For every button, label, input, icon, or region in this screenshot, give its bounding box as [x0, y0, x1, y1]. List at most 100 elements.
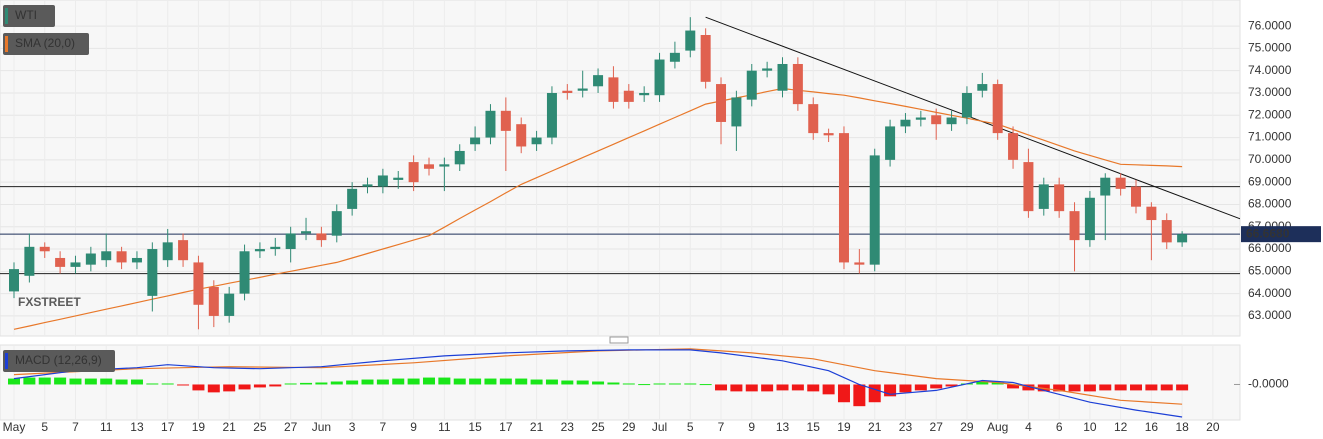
macd-histogram-bar [300, 382, 313, 385]
macd-histogram-bar [1145, 384, 1158, 391]
candle-body [439, 164, 450, 167]
x-tick-label: 13 [776, 420, 790, 434]
macd-y-tick-label: -0.0000 [1248, 377, 1289, 391]
sma-legend-box [3, 33, 89, 55]
x-tick-label: 13 [130, 420, 144, 434]
candle-body [685, 30, 696, 51]
x-tick-label: 20 [1206, 420, 1220, 434]
macd-histogram-bar [346, 380, 359, 385]
macd-histogram-bar [69, 378, 82, 385]
x-tick-label: 5 [687, 420, 694, 434]
candle-body [577, 88, 588, 91]
macd-histogram-bar [422, 377, 435, 385]
watermark: FXSTREET [18, 295, 81, 309]
candle-body [70, 262, 81, 267]
x-tick-label: 21 [868, 420, 882, 434]
macd-histogram-bar [607, 382, 620, 385]
macd-histogram-bar [407, 378, 420, 385]
macd-histogram-bar [8, 378, 20, 385]
candle-body [147, 249, 158, 296]
x-tick-label: 21 [223, 420, 237, 434]
candle-body [162, 242, 173, 261]
macd-histogram-bar [1176, 384, 1189, 391]
macd-histogram-bar [899, 384, 912, 393]
macd-histogram-bar [1160, 384, 1173, 391]
y-tick-label: 64.0000 [1248, 286, 1292, 300]
candle-body [639, 92, 650, 96]
macd-histogram-bar [668, 383, 681, 385]
last-price-label: 66.6680 [1246, 226, 1290, 240]
pane-resize-handle[interactable] [609, 336, 629, 344]
macd-histogram-bar [622, 383, 635, 385]
macd-histogram-bar [715, 384, 728, 391]
macd-histogram-bar [438, 377, 451, 385]
x-tick-label: 4 [1025, 420, 1032, 434]
candle-body [746, 70, 757, 100]
candle-body [654, 59, 665, 96]
candle-body [1038, 184, 1049, 209]
x-tick-label: 5 [41, 420, 48, 434]
macd-histogram-bar [1130, 384, 1143, 391]
macd-histogram-bar [837, 384, 850, 403]
macd-histogram-bar [991, 382, 1004, 385]
candle-body [362, 184, 373, 187]
y-tick-label: 69.0000 [1248, 174, 1292, 188]
candle-body [500, 110, 511, 131]
macd-plot [8, 345, 1240, 420]
candle-body [270, 246, 281, 250]
x-tick-label: Aug [987, 420, 1008, 434]
candle-body [516, 124, 527, 147]
x-tick-label: 25 [253, 420, 267, 434]
macd-histogram-bar [84, 378, 97, 385]
candle-body [377, 175, 388, 187]
candle-body [992, 84, 1003, 134]
candle-body [1131, 186, 1142, 207]
candle-body [1069, 211, 1080, 241]
macd-histogram-bar [730, 384, 743, 392]
y-tick-label: 76.0000 [1248, 18, 1292, 32]
candle-body [39, 246, 50, 252]
macd-histogram-bar [499, 378, 512, 385]
macd-histogram-bar [791, 384, 804, 391]
candle-body [1146, 206, 1157, 221]
candle-body [116, 251, 127, 263]
x-tick-label: 23 [899, 420, 913, 434]
candle-body [700, 35, 711, 82]
y-tick-label: 73.0000 [1248, 85, 1292, 99]
macd-histogram-bar [1068, 384, 1081, 392]
macd-histogram-bar [453, 378, 466, 385]
macd-histogram-bar [192, 384, 205, 391]
candle-body [331, 211, 342, 236]
x-tick-label: 12 [1114, 420, 1128, 434]
macd-histogram-bar [115, 379, 128, 385]
y-tick-label: 74.0000 [1248, 63, 1292, 77]
candle-body [593, 75, 604, 87]
x-tick-label: 11 [100, 420, 113, 434]
macd-histogram-bar [822, 384, 835, 395]
macd-histogram-bar [1114, 384, 1127, 391]
price-pane [0, 0, 1241, 337]
candle-body [239, 251, 250, 294]
x-tick-label: Jul [652, 420, 667, 434]
x-tick-label: 27 [930, 420, 944, 434]
candle-body [485, 110, 496, 138]
x-tick-label: 27 [284, 420, 298, 434]
macd-histogram-bar [23, 377, 36, 385]
x-tick-label: 15 [468, 420, 482, 434]
x-tick-label: 10 [1083, 420, 1097, 434]
x-tick-label: May [3, 420, 26, 434]
x-tick-label: 9 [410, 420, 417, 434]
overlay: 63.000064.000065.000066.000067.000068.00… [3, 5, 1321, 434]
x-tick-label: 7 [72, 420, 79, 434]
macd-legend-stripe [5, 353, 8, 369]
x-tick-label: 6 [1056, 420, 1063, 434]
candle-body [931, 115, 942, 125]
candle-body [854, 262, 865, 265]
candle-body [9, 269, 19, 292]
candle-body [316, 233, 327, 241]
series-legend-stripe [5, 8, 8, 24]
macd-histogram-bar [177, 384, 190, 386]
candle-body [777, 63, 788, 91]
macd-histogram-bar [269, 384, 282, 387]
